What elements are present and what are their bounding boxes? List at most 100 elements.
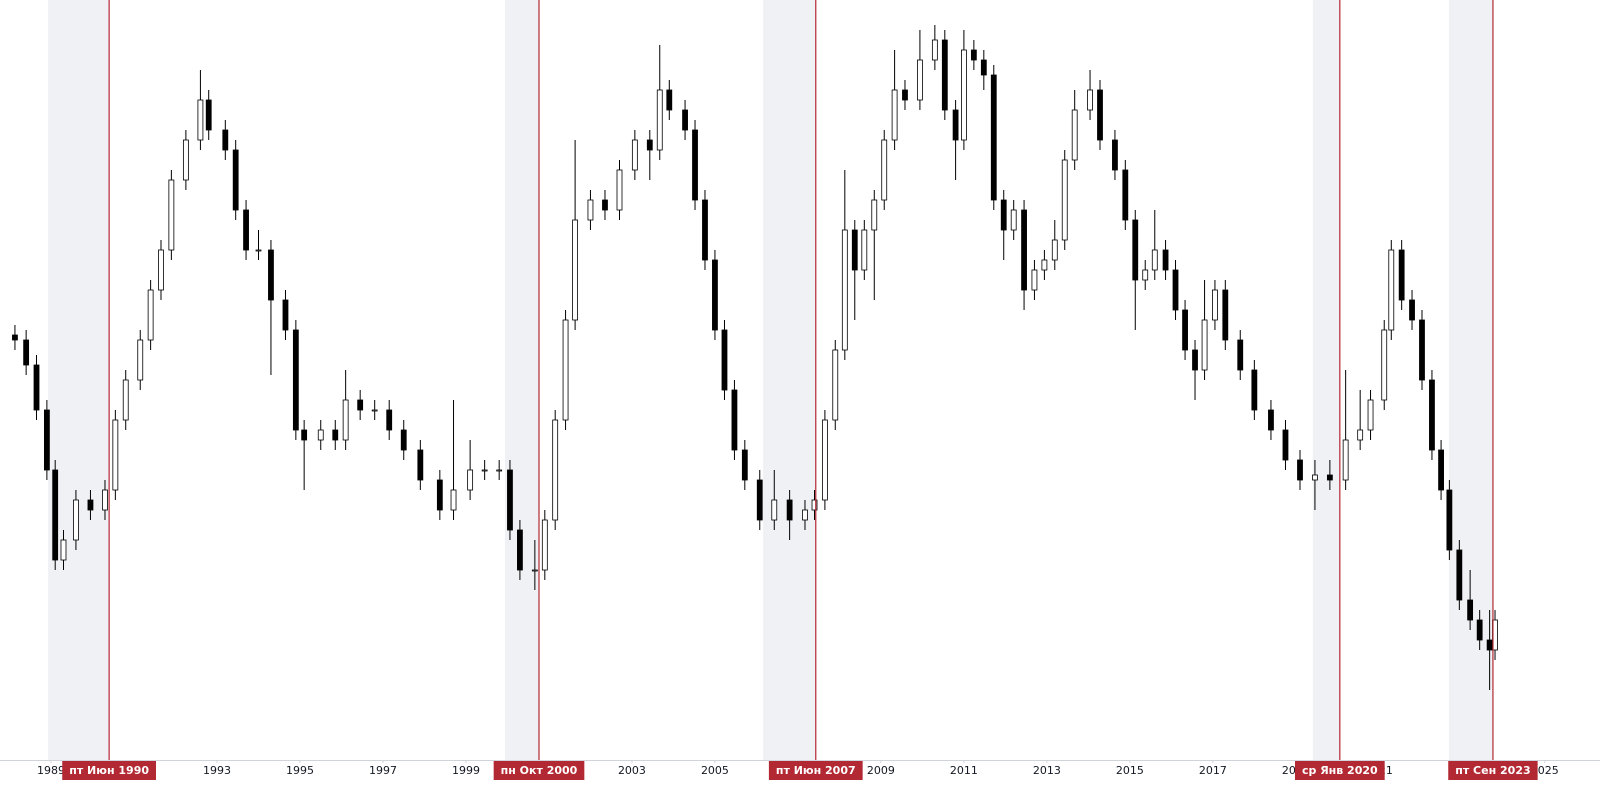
candle-body	[1367, 399, 1374, 431]
candle-body	[292, 329, 299, 431]
candle-body	[12, 334, 18, 341]
candle-body	[970, 49, 977, 61]
x-tick-label: 1993	[203, 764, 231, 777]
candle-body	[1132, 219, 1139, 281]
candle-body	[1031, 269, 1038, 291]
candle-body	[1122, 169, 1129, 221]
candle-body	[1222, 289, 1229, 341]
candle-body	[1071, 109, 1078, 161]
candle-body	[222, 129, 229, 151]
x-tick-label: 2025	[1531, 764, 1559, 777]
candle-body	[73, 499, 79, 541]
candle-body	[137, 339, 144, 381]
marker-label: пт Сен 2023	[1455, 764, 1530, 777]
candle-body	[1010, 209, 1017, 231]
candle-body	[1212, 289, 1218, 321]
candle-body	[1112, 139, 1118, 171]
candle-body	[371, 409, 378, 412]
candle-body	[881, 139, 888, 201]
candle-body	[682, 109, 688, 131]
candle-body	[802, 509, 808, 521]
candle-body	[1237, 339, 1244, 371]
candle-body	[902, 89, 908, 101]
bands	[48, 0, 1493, 760]
candle-body	[1087, 89, 1093, 111]
candle-body	[1486, 639, 1493, 651]
candle-body	[33, 364, 40, 411]
candle-body	[43, 409, 50, 471]
candle-body	[1041, 259, 1048, 271]
candle-body	[756, 479, 763, 521]
candle-body	[102, 489, 108, 511]
marker-label-bg	[1448, 761, 1538, 780]
candle-body	[450, 489, 457, 511]
candle-body	[692, 129, 698, 201]
candle-body	[1182, 309, 1188, 351]
marker-label-bg	[1294, 761, 1385, 780]
candle-body	[268, 249, 274, 301]
highlight-band	[504, 0, 540, 760]
candle-body	[1097, 89, 1103, 141]
candle-body	[1357, 429, 1364, 441]
candle-body	[631, 139, 638, 171]
candle-body	[205, 99, 212, 131]
candle-body	[342, 399, 349, 441]
candle-body	[702, 199, 708, 261]
candle-body	[1000, 199, 1007, 231]
candle-body	[531, 569, 538, 572]
x-tick-label: 1995	[286, 764, 314, 777]
candle-body	[616, 169, 623, 211]
candle-body	[821, 419, 828, 501]
candle-body	[1282, 429, 1289, 461]
candle-body	[1326, 474, 1333, 481]
marker-label: пт Июн 1990	[69, 764, 149, 777]
candles	[12, 25, 1498, 690]
x-tick-label: 2017	[1199, 764, 1227, 777]
candle-body	[301, 429, 308, 441]
candle-body	[357, 399, 364, 411]
candle-body	[23, 339, 30, 366]
candle-body	[400, 429, 407, 451]
candle-body	[1201, 319, 1208, 371]
candle-body	[980, 59, 987, 76]
x-tick-label: 2009	[867, 764, 895, 777]
candle-body	[851, 229, 858, 271]
candle-body	[436, 479, 443, 511]
candle-body	[990, 74, 997, 201]
markers: пт Июн 1990 пн Окт 2000 пт Июн 2007 ср Янв …	[62, 0, 1538, 780]
x-tick-label: 1997	[369, 764, 397, 777]
candle-body	[1051, 239, 1058, 261]
x-tick-label: 1999	[452, 764, 480, 777]
candle-body	[941, 39, 948, 111]
candle-body	[255, 249, 262, 252]
candle-body	[741, 449, 748, 481]
highlight-band	[1448, 0, 1493, 760]
candle-body	[832, 349, 839, 421]
candle-body	[1061, 159, 1068, 241]
marker-label-bg	[768, 761, 863, 780]
candle-body	[891, 89, 898, 141]
candle-body	[122, 379, 129, 421]
candle-body	[1297, 459, 1303, 481]
candle-body	[147, 289, 154, 341]
candle-body	[1446, 489, 1453, 551]
x-tick-label: 2013	[1033, 764, 1061, 777]
candle-body	[1467, 599, 1474, 621]
candle-body	[1419, 319, 1425, 381]
candle-body	[158, 249, 164, 291]
candle-body	[168, 179, 175, 251]
marker-label-bg	[493, 761, 585, 780]
candle-body	[1268, 409, 1274, 431]
candle-body	[731, 389, 738, 451]
candle-body	[931, 39, 938, 61]
candle-body	[562, 319, 569, 421]
candle-body	[332, 429, 339, 441]
candle-body	[771, 499, 778, 521]
candle-body	[1172, 269, 1179, 311]
candle-body	[282, 299, 289, 331]
candle-body	[52, 469, 59, 561]
candle-body	[1456, 549, 1463, 601]
candle-body	[602, 199, 608, 211]
candle-body	[587, 199, 594, 221]
